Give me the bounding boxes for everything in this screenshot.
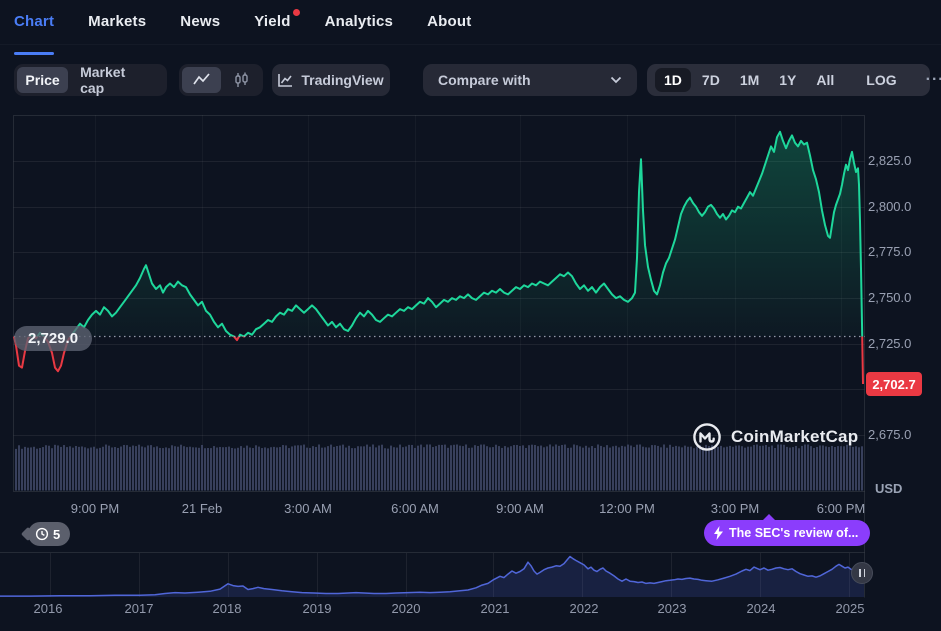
- coinmarketcap-logo-icon: [692, 422, 722, 452]
- x-axis-label: 6:00 PM: [816, 501, 866, 516]
- tab-yield-label: Yield: [254, 13, 291, 30]
- y-axis-label: 2,800.0: [868, 199, 912, 214]
- market-cap-toggle-button[interactable]: Market cap: [80, 64, 126, 96]
- y-axis-label: 2,750.0: [868, 290, 912, 305]
- x-axis-label: 3:00 AM: [284, 501, 332, 516]
- navigator-year-label: 2020: [391, 601, 421, 616]
- more-options-button[interactable]: ···: [925, 71, 941, 88]
- y-axis-label: 2,725.0: [868, 336, 912, 351]
- x-axis-label: 12:00 PM: [599, 501, 655, 516]
- candlestick-chart-type-button[interactable]: [221, 67, 260, 93]
- open-price-label: 2,729.0: [14, 326, 93, 351]
- navigator-year-label: 2021: [480, 601, 510, 616]
- range-all-button[interactable]: All: [816, 72, 835, 88]
- range-1y-button[interactable]: 1Y: [779, 72, 797, 88]
- news-annotation-badge[interactable]: The SEC's review of...: [704, 514, 871, 546]
- navigator-series: [0, 555, 865, 597]
- y-axis-label: 2,675.0: [868, 427, 912, 442]
- top-nav: Chart Markets News Yield Analytics About: [0, 0, 941, 55]
- tab-chart[interactable]: Chart: [14, 13, 55, 55]
- navigator-year-label: 2023: [657, 601, 687, 616]
- x-axis-label: 21 Feb: [181, 501, 223, 516]
- compare-with-dropdown[interactable]: Compare with: [423, 64, 637, 96]
- watermark: CoinMarketCap: [692, 422, 858, 452]
- navigator-year-label: 2017: [124, 601, 154, 616]
- watermark-text: CoinMarketCap: [731, 427, 859, 446]
- tradingview-button[interactable]: TradingView: [272, 64, 390, 96]
- range-1d-button[interactable]: 1D: [655, 68, 691, 92]
- navigator-year-label: 2018: [212, 601, 242, 616]
- candlestick-icon: [233, 72, 249, 88]
- chart-type-toggle: [179, 64, 263, 96]
- clock-history-icon: [35, 527, 49, 541]
- tab-yield[interactable]: Yield: [254, 9, 300, 44]
- range-7d-button[interactable]: 7D: [701, 72, 720, 88]
- price-toggle-button[interactable]: Price: [17, 67, 69, 93]
- tab-news[interactable]: News: [180, 13, 221, 30]
- currency-label: USD: [875, 481, 903, 496]
- volume-bars: [15, 444, 863, 491]
- navigator-year-label: 2016: [33, 601, 63, 616]
- line-chart-type-button[interactable]: [182, 67, 221, 93]
- navigator-year-label: 2019: [302, 601, 332, 616]
- tab-analytics[interactable]: Analytics: [324, 13, 394, 30]
- y-axis-label: 2,775.0: [868, 244, 912, 259]
- x-axis-label: 9:00 AM: [496, 501, 544, 516]
- x-axis-label: 9:00 PM: [70, 501, 120, 516]
- tab-markets[interactable]: Markets: [88, 13, 147, 30]
- x-axis-label: 3:00 PM: [710, 501, 760, 516]
- navigator-year-label: 2025: [835, 601, 865, 616]
- metric-toggle: Price Market cap: [14, 64, 167, 96]
- news-annotation-text: The SEC's review of...: [729, 526, 859, 540]
- navigator-year-label: 2024: [746, 601, 776, 616]
- last-price-badge: 2,702.7: [866, 372, 922, 396]
- range-1m-button[interactable]: 1M: [739, 72, 760, 88]
- lightning-bolt-icon: [713, 526, 724, 540]
- history-events-badge[interactable]: 5: [28, 522, 71, 546]
- notification-dot: [292, 9, 300, 16]
- tab-about[interactable]: About: [427, 13, 472, 30]
- y-axis-label: 2,825.0: [868, 153, 912, 168]
- history-count: 5: [53, 526, 61, 542]
- x-axis-label: 6:00 AM: [391, 501, 439, 516]
- tradingview-label: TradingView: [301, 72, 384, 88]
- chevron-down-icon: [610, 76, 622, 84]
- navigator-year-label: 2022: [569, 601, 599, 616]
- log-scale-button[interactable]: LOG: [866, 72, 897, 88]
- tradingview-icon: [278, 73, 293, 87]
- compare-with-label: Compare with: [438, 72, 531, 88]
- navigator-handle[interactable]: [851, 562, 873, 584]
- range-selector: 1D 7D 1M 1Y All LOG ···: [647, 64, 941, 96]
- line-chart-icon: [192, 73, 211, 87]
- price-series: [13, 130, 865, 385]
